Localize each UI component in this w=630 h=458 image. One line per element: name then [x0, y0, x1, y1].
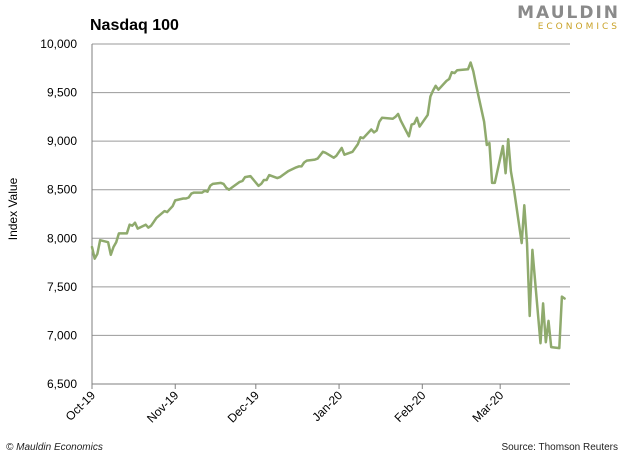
copyright-text: © Mauldin Economics: [6, 442, 103, 453]
x-tick-label: Feb-20: [392, 388, 429, 425]
gridlines: [92, 43, 570, 385]
y-tick-label: 8,000: [47, 231, 77, 245]
source-text: Source: Thomson Reuters: [501, 442, 618, 453]
x-tick-label: Dec-19: [225, 388, 262, 425]
mauldin-logo: MAULDIN ECONOMICS: [517, 4, 620, 32]
series-layer: [90, 61, 566, 350]
x-tick-label: Mar-20: [470, 388, 507, 425]
y-axis-label: Index Value: [6, 177, 20, 240]
logo-tagline: ECONOMICS: [537, 22, 620, 32]
x-tick-label: Nov-19: [144, 388, 181, 425]
y-tick-label: 8,500: [47, 183, 77, 197]
chart-title: Nasdaq 100: [90, 17, 179, 34]
nasdaq-100-line: [90, 61, 566, 350]
x-tick-label: Oct-19: [63, 388, 99, 424]
logo-name: MAULDIN: [517, 3, 620, 23]
axes: 6,500 7,000 7,500 8,000 8,500 9,000 9,500 10,00…: [40, 37, 570, 425]
y-tick-label: 9,500: [47, 86, 77, 100]
x-tick-label: Jan-20: [309, 388, 345, 424]
y-tick-label: 7,000: [47, 328, 77, 342]
y-tick-label: 9,000: [47, 134, 77, 148]
y-tick-label: 6,500: [47, 377, 77, 391]
y-tick-label: 7,500: [47, 280, 77, 294]
y-tick-label: 10,000: [40, 37, 77, 51]
